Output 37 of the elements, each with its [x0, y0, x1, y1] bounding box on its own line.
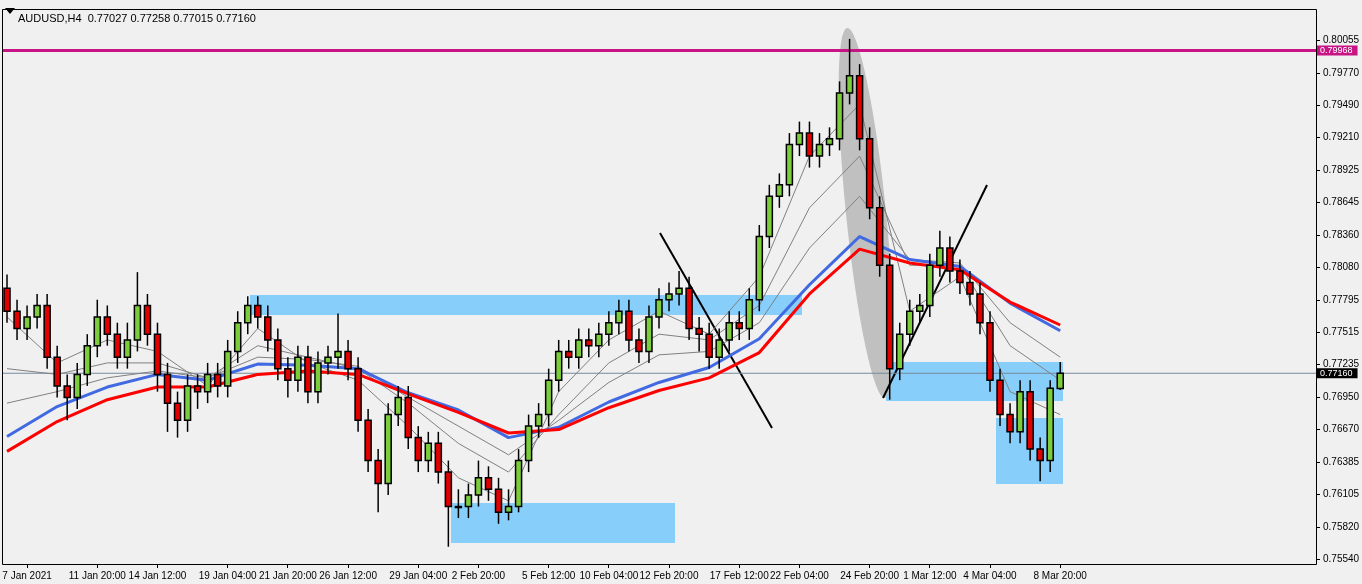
y-tick-label: 0.79490	[1323, 99, 1360, 111]
x-tick-label: 22 Feb 04:00	[769, 569, 830, 581]
x-tick-label: 21 Jan 20:00	[258, 569, 318, 581]
x-tick-label: 10 Feb 04:00	[579, 569, 639, 581]
x-tick-label: 1 Mar 12:00	[903, 569, 957, 581]
y-tick-label: 0.80055	[1323, 34, 1360, 46]
y-tick-label: 0.77795	[1323, 294, 1360, 306]
x-tick-label: 24 Feb 20:00	[840, 569, 900, 581]
x-tick-label: 12 Feb 20:00	[639, 569, 699, 581]
x-tick-label: 8 Mar 20:00	[1033, 569, 1088, 581]
x-tick-label: 29 Jan 04:00	[389, 569, 448, 581]
y-tick-label: 0.75540	[1323, 553, 1360, 565]
x-tick-label: 26 Jan 12:00	[319, 569, 378, 581]
x-tick-label: 14 Jan 12:00	[128, 569, 187, 581]
y-tick-label: 0.78360	[1323, 229, 1360, 241]
y-tick-label: 0.77235	[1323, 358, 1360, 370]
y-tick-label: 0.76950	[1323, 391, 1360, 403]
y-tick-label: 0.76105	[1323, 488, 1360, 500]
x-tick-label: 11 Jan 20:00	[68, 569, 127, 581]
y-tick-label: 0.77515	[1323, 326, 1360, 338]
x-tick-label: 7 Jan 2021	[2, 569, 53, 581]
chart-title: AUDUSD,H4 0.77027 0.77258 0.77015 0.77160	[18, 12, 256, 25]
y-tick-label: 0.78645	[1323, 196, 1360, 208]
y-tick-label: 0.78925	[1323, 164, 1360, 176]
x-tick-label: 17 Feb 12:00	[709, 569, 770, 581]
y-tick-label: 0.75820	[1323, 520, 1360, 532]
y-tick-label: 0.76385	[1323, 456, 1360, 468]
ref-line-label: 0.77160	[1320, 367, 1353, 378]
x-tick-label: 2 Feb 20:00	[451, 569, 506, 581]
y-tick-label: 0.79210	[1323, 131, 1360, 143]
x-tick-label: 5 Feb 12:00	[521, 569, 576, 581]
y-tick-label: 0.78080	[1323, 261, 1360, 273]
ref-line-label: 0.79968	[1320, 45, 1353, 56]
x-tick-label: 19 Jan 04:00	[198, 569, 258, 581]
y-tick-label: 0.76670	[1323, 423, 1360, 435]
y-tick-label: 0.79770	[1323, 67, 1360, 79]
x-tick-label: 4 Mar 04:00	[963, 569, 1018, 581]
